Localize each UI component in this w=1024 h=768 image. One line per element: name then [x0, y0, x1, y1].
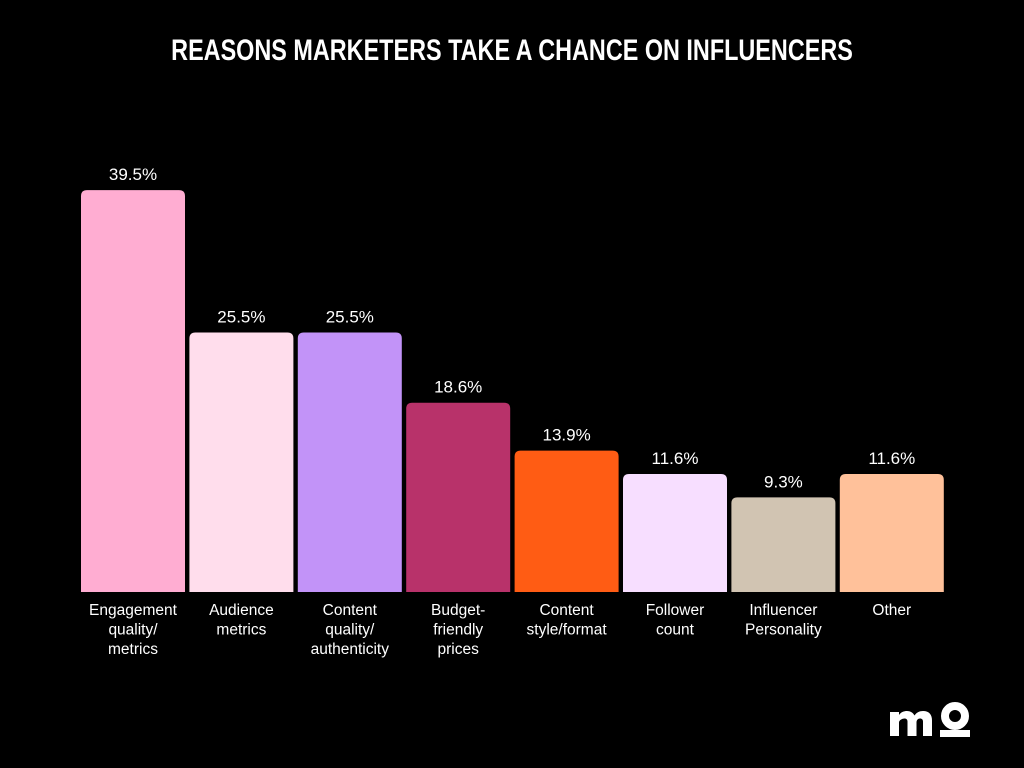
- value-label-8: 11.6%: [868, 449, 915, 468]
- bar-4: [406, 402, 511, 592]
- mo-logo-icon: [890, 702, 970, 737]
- bar-5: [514, 450, 619, 592]
- bar-3: [297, 332, 402, 592]
- chart-title: REASONS MARKETERS TAKE A CHANCE ON INFLU…: [171, 34, 853, 67]
- value-label-4: 18.6%: [434, 378, 482, 397]
- category-label-4: Budget-friendly prices: [431, 602, 485, 658]
- category-label-5: Content style/format: [527, 602, 608, 639]
- value-label-2: 25.5%: [217, 308, 265, 327]
- value-labels: 39.5% 25.5% 25.5% 18.6% 13.9% 11.6% 9.3% 11.6%: [109, 165, 915, 491]
- value-label-6: 11.6%: [652, 449, 699, 468]
- category-label-1: Engagement quality/metrics: [89, 602, 178, 658]
- value-label-5: 13.9%: [542, 426, 590, 445]
- bar-1: [81, 190, 185, 592]
- bars-layer: [81, 190, 944, 592]
- category-label-3: Content quality/authenticity: [311, 602, 390, 658]
- value-label-7: 9.3%: [764, 472, 803, 491]
- category-label-7: Influencer Personality: [745, 602, 822, 639]
- value-label-1: 39.5%: [109, 165, 157, 184]
- bar-6: [623, 473, 727, 592]
- bar-8: [839, 473, 944, 592]
- bar-7: [731, 497, 836, 592]
- category-label-8: Other: [872, 602, 911, 619]
- category-label-6: Follower count: [646, 602, 705, 639]
- category-label-2: Audience metrics: [209, 602, 274, 639]
- bar-2: [189, 332, 294, 592]
- value-label-3: 25.5%: [326, 308, 374, 327]
- category-labels: Engagement quality/metrics Audience metrics…: [89, 602, 911, 658]
